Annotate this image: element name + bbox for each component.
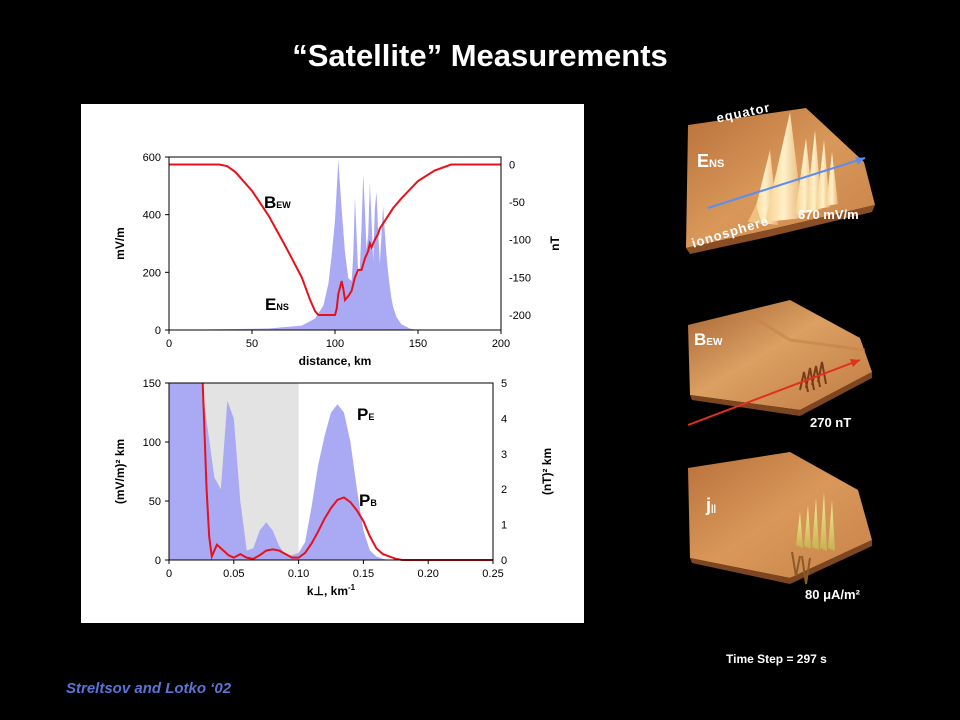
- surface-bottom-label: ionosphere: [689, 212, 771, 251]
- bottom-annotation-pe: PE: [357, 405, 374, 424]
- bew-value: 270 nT: [810, 415, 852, 430]
- bottom-annotation-pe-sub: E: [368, 412, 374, 422]
- bottom-x-axis-label-sup: -1: [348, 583, 356, 592]
- top-y-tick-label: 0: [155, 325, 161, 337]
- bottom-y-right-tick-label: 3: [501, 449, 507, 461]
- bottom-annotation-pb: PB: [359, 491, 377, 510]
- jpar-surface-label: j||: [706, 495, 716, 516]
- bottom-y-right-tick-label: 4: [501, 413, 507, 425]
- bottom-y-tick-label: 50: [149, 496, 161, 508]
- ens-sub: NS: [709, 158, 725, 170]
- top-y-right-tick-label: -150: [509, 272, 531, 284]
- top-annotation-bew-sub: EW: [276, 200, 291, 210]
- top-x-axis-label: distance, km: [299, 354, 372, 368]
- surface-jpar: [688, 452, 872, 585]
- top-x-tick-label: 100: [326, 338, 344, 350]
- top-y-tick-label: 200: [143, 267, 161, 279]
- top-series-e-ns-area: [169, 159, 501, 330]
- bottom-x-tick-label: 0.25: [482, 568, 503, 580]
- top-y-right-tick-label: -100: [509, 235, 531, 247]
- ens-value: 670 mV/m: [798, 207, 859, 222]
- bottom-y-right-tick-label: 5: [501, 378, 507, 390]
- bottom-y-axis-label: (mV/m)² km: [113, 439, 127, 504]
- bottom-y-right-tick-label: 2: [501, 484, 507, 496]
- top-series-b-ew-line: [169, 163, 501, 316]
- top-y-tick-label: 600: [143, 152, 161, 164]
- top-x-tick-label: 200: [492, 338, 510, 350]
- surface-top-label: equator: [715, 99, 772, 126]
- bottom-x-tick-label: 0.15: [353, 568, 374, 580]
- charts-panel: 0 50 100 150 200 0 200 400 600 0 -50 -100 -150 -200 di…: [81, 104, 584, 623]
- chart-top: 0 50 100 150 200 0 200 400 600 0 -50 -100 -150 -200 di…: [113, 152, 562, 368]
- bottom-annotation-pb-sub: B: [370, 498, 377, 508]
- bottom-y-right-axis-label: (nT)² km: [540, 448, 554, 495]
- bew-sub: EW: [706, 337, 723, 348]
- bew-surface-label: BEW: [694, 330, 722, 350]
- bottom-y-tick-label: 0: [155, 555, 161, 567]
- top-y-axis-label: mV/m: [113, 227, 127, 260]
- jpar-sub: ||: [711, 503, 717, 513]
- top-y-right-tick-label: 0: [509, 160, 515, 172]
- bottom-series-p-e-area: [169, 383, 493, 560]
- bottom-x-tick-label: 0: [166, 568, 172, 580]
- jpar-value: 80 μA/m²: [805, 587, 860, 602]
- bew-main: B: [694, 330, 707, 349]
- bottom-y-tick-label: 150: [143, 378, 161, 390]
- top-y-right-tick-label: -200: [509, 310, 531, 322]
- top-y-tick-label: 400: [143, 210, 161, 222]
- ens-main: E: [697, 151, 710, 171]
- credit-text: Streltsov and Lotko ‘02: [66, 680, 232, 697]
- jpar-main: j: [706, 495, 712, 515]
- ens-surface-label: ENS: [697, 151, 724, 172]
- slide-title: “Satellite” Measurements: [292, 38, 668, 73]
- bottom-y-right-tick-label: 1: [501, 520, 507, 532]
- top-y-right-tick-label: -50: [509, 197, 525, 209]
- bottom-y-right-tick-label: 0: [501, 555, 507, 567]
- bottom-x-tick-label: 0.05: [223, 568, 244, 580]
- bottom-series-p-b-line: [201, 382, 493, 561]
- bottom-y-tick-label: 100: [143, 437, 161, 449]
- bottom-x-tick-label: 0.10: [288, 568, 309, 580]
- surface-bew: [687, 300, 872, 426]
- top-x-tick-label: 0: [166, 338, 172, 350]
- top-annotation-ens-sub: NS: [276, 302, 289, 312]
- top-x-tick-label: 150: [409, 338, 427, 350]
- chart-bottom: 0 0.05 0.10 0.15 0.20 0.25050100150012345k⊥, …: [113, 378, 554, 598]
- bottom-x-tick-label: 0.20: [417, 568, 438, 580]
- top-y-right-axis-label: nT: [548, 236, 562, 251]
- bottom-x-axis-label: k⊥, km-1: [307, 583, 356, 598]
- time-step-label: Time Step = 297 s: [726, 652, 827, 666]
- bottom-plot-frame: [168, 382, 494, 561]
- top-x-tick-label: 50: [246, 338, 258, 350]
